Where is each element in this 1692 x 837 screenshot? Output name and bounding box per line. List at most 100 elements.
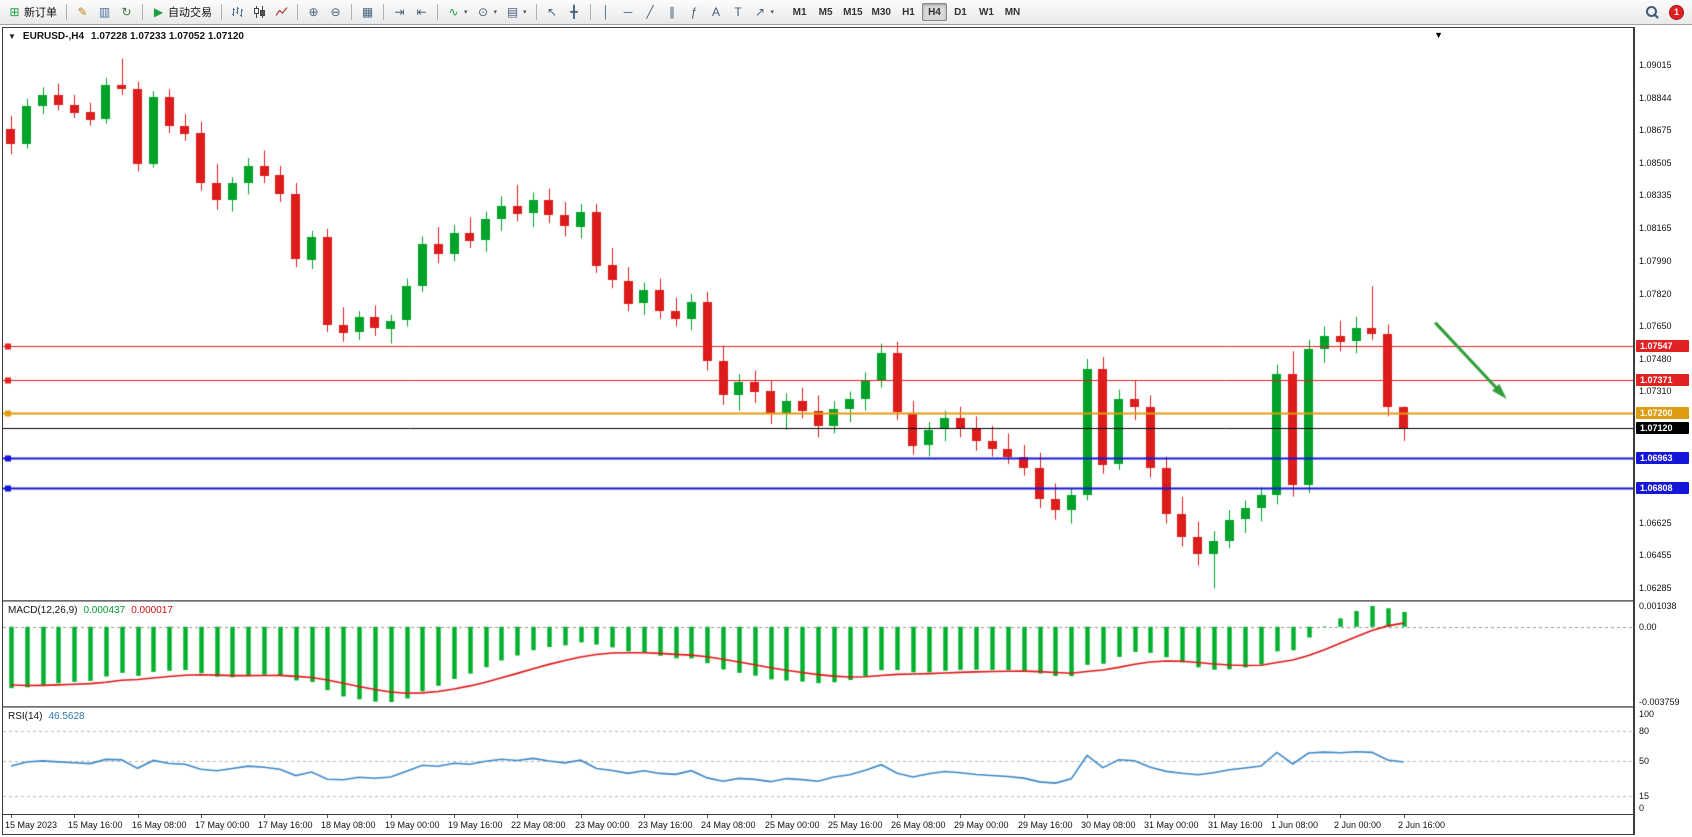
time-axis-tick [960,815,961,818]
zoom-in-button[interactable]: ⊕ [303,2,324,23]
time-axis[interactable]: 15 May 2023 15 May 16:00 16 May 08:00 17 Ma… [3,814,1633,834]
price-badge-1.07200: 1.07200 [1636,407,1689,419]
label-button[interactable]: T [728,2,749,23]
timeframe-d1-button[interactable]: D1 [948,3,973,21]
time-axis-tick [1024,815,1025,818]
caret-down-icon: ▾ [464,9,468,16]
macd-axis-label: 0.001038 [1639,601,1677,611]
channel-icon: ∥ [669,5,676,19]
arrows-button[interactable]: ↗ ▾ [750,2,779,23]
chart-shift-icon: ⇤ [416,5,427,19]
market-watch-icon: ▥ [98,5,111,19]
tile-windows-button[interactable]: ▦ [357,2,378,23]
panel-splitter-macd[interactable] [3,600,1633,602]
time-axis-tick [897,815,898,818]
price-axis[interactable]: 1.09015 1.08844 1.08675 1.08505 1.08335 1.081… [1634,27,1690,835]
time-axis-tick [1404,815,1405,818]
rsi-label: RSI(14) [8,711,43,722]
refresh-button[interactable]: ↻ [116,2,137,23]
time-axis-tick [327,815,328,818]
text-icon: A [712,5,721,19]
timeframe-m30-button[interactable]: M30 [868,3,895,21]
autotrading-button-label: 自动交易 [168,7,212,19]
horizontal-line-button[interactable]: ─ [618,2,639,23]
label-icon: T [734,5,742,19]
timeframe-m5-button[interactable]: M5 [813,3,838,21]
toolbar-separator [383,4,384,20]
trendline-button[interactable]: ╱ [640,2,661,23]
time-axis-label: 19 May 16:00 [448,820,503,830]
price-chart-panel[interactable]: ▼ EURUSD-,H4 1.07228 1.07233 1.07052 1.0… [3,28,1633,600]
time-axis-label: 29 May 16:00 [1018,820,1073,830]
templates-button[interactable]: ▤ ▾ [502,2,531,23]
cursor-button[interactable]: ↖ [542,2,563,23]
chart-collapse-icon[interactable]: ▼ [8,32,16,41]
timeframe-m1-button[interactable]: M1 [787,3,812,21]
time-axis-label: 22 May 08:00 [511,820,566,830]
time-axis-tick [1277,815,1278,818]
indicators-icon: ∿ [448,5,459,19]
text-button[interactable]: A [706,2,727,23]
chart-header: ▼ EURUSD-,H4 1.07228 1.07233 1.07052 1.0… [8,31,244,42]
time-axis-label: 15 May 16:00 [68,820,123,830]
indicators-button[interactable]: ∿ ▾ [443,2,472,23]
search-icon[interactable] [1646,5,1659,19]
macd-axis-label: -0.003759 [1639,697,1680,707]
metaeditor-button[interactable]: ✎ [72,2,93,23]
caret-down-icon: ▾ [523,9,527,16]
horizontal-line-icon: ─ [623,5,633,19]
timeframe-w1-button[interactable]: W1 [974,3,999,21]
timeframe-h4-button[interactable]: H4 [921,3,947,21]
timeframe-m15-button[interactable]: M15 [839,3,866,21]
rsi-panel[interactable]: RSI(14) 46.5628 [3,708,1633,814]
price-axis-tick: 1.09015 [1639,60,1672,70]
time-axis-label: 16 May 08:00 [132,820,187,830]
zoom-out-button[interactable]: ⊖ [325,2,346,23]
periods-button[interactable]: ⊙ ▾ [473,2,502,23]
fibonacci-button[interactable]: ƒ [684,2,705,23]
auto-scroll-button[interactable]: ⇥ [389,2,410,23]
panel-splitter-rsi[interactable] [3,706,1633,708]
candlestick-chart-button[interactable] [249,2,270,23]
time-axis-tick [74,815,75,818]
price-badge-1.06963: 1.06963 [1636,452,1689,464]
time-axis-tick [454,815,455,818]
time-axis-tick [264,815,265,818]
price-axis-tick: 1.08675 [1639,125,1672,135]
timeframe-h1-button[interactable]: H1 [896,3,921,21]
toolbar-separator [535,4,537,20]
channel-button[interactable]: ∥ [662,2,683,23]
chart-shift-button[interactable]: ⇤ [411,2,432,23]
notification-badge[interactable]: 1 [1669,4,1684,20]
price-badge-1.07371: 1.07371 [1636,374,1689,386]
chart-ohlc: 1.07228 1.07233 1.07052 1.07120 [91,31,244,42]
new-order-button[interactable]: ⊞ 新订单 [4,2,61,23]
price-chart-canvas[interactable] [3,28,1633,600]
crosshair-icon: ╋ [570,5,578,19]
price-axis-tick: 1.06455 [1639,550,1672,560]
vertical-line-button[interactable]: │ [596,2,617,23]
chart-top-arrow-icon[interactable]: ▼ [1434,30,1443,40]
metaeditor-icon: ✎ [77,5,88,19]
tile-windows-icon: ▦ [361,5,374,19]
refresh-icon: ↻ [121,5,132,19]
crosshair-button[interactable]: ╋ [564,2,585,23]
macd-canvas[interactable] [3,602,1633,706]
line-chart-button[interactable] [271,2,292,23]
time-axis-label: 26 May 08:00 [891,820,946,830]
rsi-axis-label: 50 [1639,756,1650,766]
bar-chart-button[interactable] [227,2,248,23]
rsi-axis-label: 100 [1639,709,1655,719]
timeframe-mn-button[interactable]: MN [1000,3,1025,21]
time-axis-tick [581,815,582,818]
market-watch-button[interactable]: ▥ [94,2,115,23]
time-axis-tick [707,815,708,818]
macd-signal-value: 0.000017 [131,605,173,616]
price-axis-tick: 1.08335 [1639,190,1672,200]
macd-panel[interactable]: MACD(12,26,9) 0.000437 0.000017 [3,602,1633,706]
autotrading-button[interactable]: ▶ 自动交易 [148,2,216,23]
rsi-canvas[interactable] [3,708,1633,814]
price-axis-tick: 1.07480 [1639,354,1672,364]
time-axis-tick [391,815,392,818]
toolbar-right: 1 [1646,4,1688,20]
